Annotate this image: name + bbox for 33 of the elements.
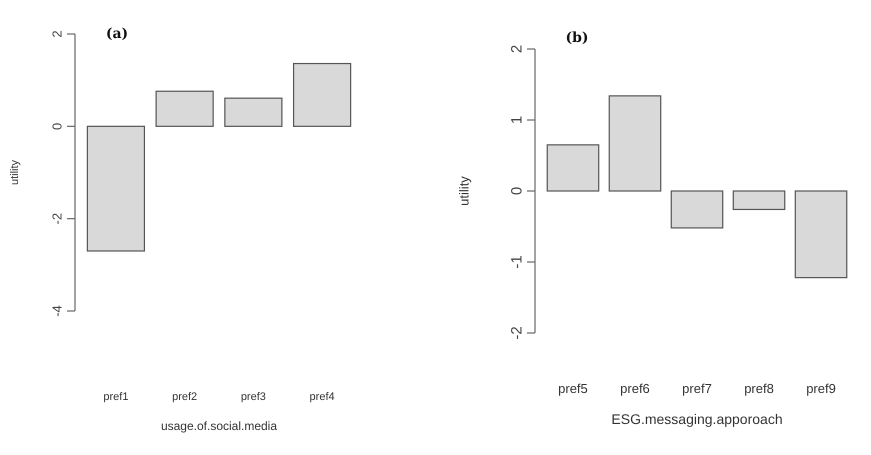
y-tick-label: -4 — [50, 305, 64, 317]
x-tick-label: pref3 — [240, 391, 266, 403]
x-tick-label: pref8 — [744, 381, 774, 396]
bar — [732, 190, 786, 210]
bar — [546, 144, 600, 192]
bar — [608, 95, 662, 192]
x-tick-label: pref9 — [806, 381, 836, 396]
x-axis-title: usage.of.social.media — [160, 419, 278, 433]
chart-title: (b) — [565, 30, 589, 46]
y-tick-label: 2 — [508, 44, 526, 54]
bar — [86, 126, 146, 252]
y-tick-label: 0 — [508, 186, 526, 196]
y-tick-label: -2 — [508, 326, 526, 340]
bar — [224, 98, 282, 127]
x-tick-label: pref5 — [558, 381, 588, 396]
x-tick-label: pref2 — [172, 391, 198, 403]
x-axis-title: ESG.messaging.apporoach — [611, 411, 783, 427]
y-tick-label: 1 — [508, 116, 526, 124]
y-tick-label: -2 — [50, 212, 64, 224]
x-tick-label: pref4 — [310, 391, 335, 403]
x-tick-label: pref7 — [682, 381, 712, 396]
x-tick-label: pref1 — [103, 391, 128, 403]
y-tick-label: -1 — [508, 255, 526, 269]
bar — [156, 90, 214, 127]
y-tick-label: 0 — [50, 122, 64, 130]
y-axis-title: utility — [456, 176, 472, 206]
y-tick-label: 2 — [50, 30, 64, 38]
x-tick-label: pref6 — [620, 381, 650, 396]
bar — [670, 190, 724, 229]
bar — [292, 62, 352, 127]
chart-title: (a) — [106, 26, 128, 42]
bar — [794, 190, 848, 278]
y-axis-title: utility — [9, 159, 21, 186]
